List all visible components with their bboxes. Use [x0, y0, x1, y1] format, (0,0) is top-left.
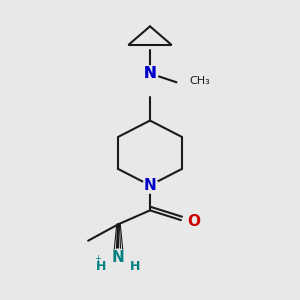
Text: H: H — [130, 260, 140, 273]
Text: N: N — [112, 250, 125, 265]
Text: +: + — [94, 254, 101, 263]
Text: N: N — [144, 178, 156, 193]
Text: H: H — [96, 260, 106, 273]
Text: CH₃: CH₃ — [190, 76, 211, 86]
Text: N: N — [144, 66, 156, 81]
Text: O: O — [187, 214, 200, 229]
Text: N: N — [144, 66, 156, 81]
